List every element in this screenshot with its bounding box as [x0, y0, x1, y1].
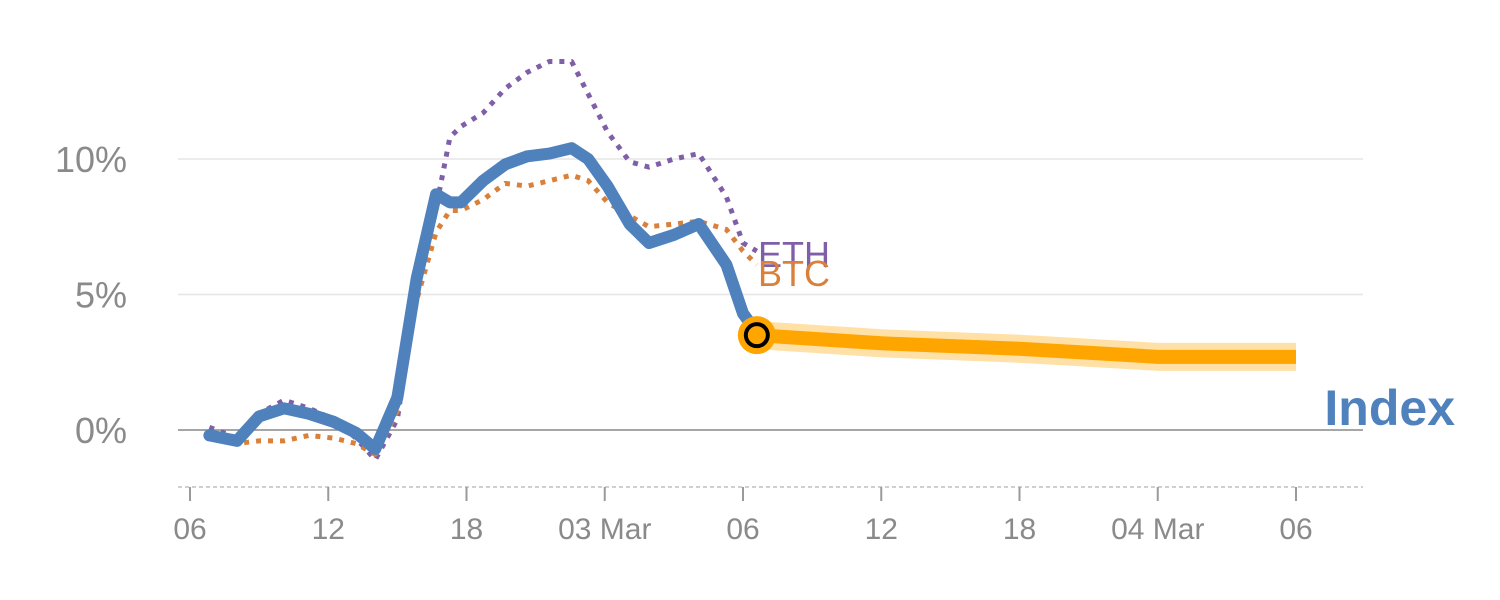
x-tick-label: 06 [1279, 513, 1312, 546]
series-line-btc [208, 172, 759, 457]
series-lines [203, 58, 763, 463]
series-label-eth: ETH [758, 234, 830, 275]
x-tick-label: 18 [1003, 513, 1036, 546]
grid: 0% 5% 10% [55, 139, 1363, 451]
current-point-marker [743, 322, 770, 349]
series-label-index: Index [1324, 380, 1455, 436]
series-label-btc: BTC [758, 253, 830, 294]
y-tick-label: 10% [55, 139, 127, 180]
forecast-line [756, 328, 1296, 364]
series-labels: ETH BTC Index [758, 234, 1455, 436]
x-axis: 06 12 18 03 Mar 06 12 18 04 Mar 06 [173, 486, 1363, 546]
x-tick-label: 12 [312, 513, 345, 546]
current-point [737, 316, 776, 355]
x-tick-label: 04 Mar [1111, 513, 1204, 546]
forecast-band [755, 321, 1296, 371]
x-tick-label: 12 [865, 513, 898, 546]
x-tick-label: 03 Mar [558, 513, 651, 546]
x-tick-label: 18 [450, 513, 483, 546]
x-tick-label: 06 [173, 513, 206, 546]
y-tick-label: 5% [75, 275, 127, 316]
series-line-index [203, 142, 763, 455]
series-line-eth [208, 58, 759, 463]
x-tick-label: 06 [726, 513, 759, 546]
y-tick-label: 0% [75, 410, 127, 451]
